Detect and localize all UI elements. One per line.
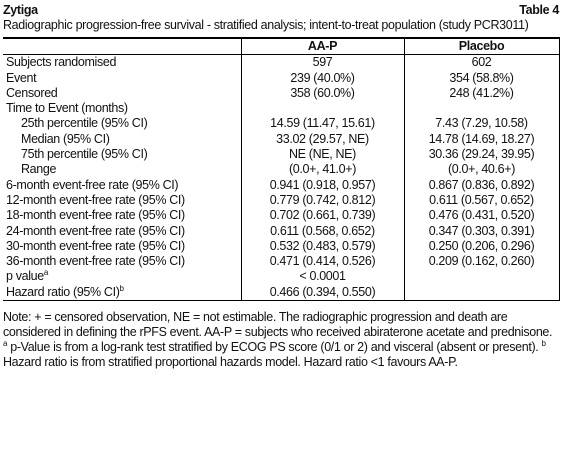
label-text: 30-month event-free rate (95% CI) bbox=[6, 238, 185, 253]
page: Zytiga Table 4 Radiographic progression-… bbox=[3, 3, 560, 370]
row-label: Median (95% CI) bbox=[3, 132, 241, 147]
cell bbox=[403, 269, 560, 285]
cell: (0.0+, 40.6+) bbox=[403, 162, 560, 178]
cell: 0.611 (0.568, 0.652) bbox=[240, 223, 404, 239]
cell: 0.476 (0.431, 0.520) bbox=[403, 208, 560, 224]
cell: 0.867 (0.836, 0.892) bbox=[403, 177, 560, 193]
row-label: 24-month event-free rate (95% CI) bbox=[3, 224, 241, 239]
label-text: 24-month event-free rate (95% CI) bbox=[6, 223, 185, 238]
footnote-mark: b bbox=[119, 283, 124, 293]
cell: 0.347 (0.303, 0.391) bbox=[403, 223, 560, 239]
row: 18-month event-free rate (95% CI) 0.702 (… bbox=[3, 208, 560, 224]
row: p valuea < 0.0001 bbox=[3, 269, 560, 285]
footnote-mark: a bbox=[3, 338, 8, 348]
notes: Note: + = censored observation, NE = not… bbox=[3, 310, 559, 370]
row-label: p valuea bbox=[3, 269, 241, 284]
title: Zytiga bbox=[3, 3, 38, 17]
column-header: AA-P bbox=[240, 37, 404, 56]
column-header: Placebo bbox=[403, 37, 560, 56]
row-label: 30-month event-free rate (95% CI) bbox=[3, 239, 241, 254]
cell: 602 bbox=[403, 54, 560, 71]
footnote-text: p-Value is from a log-rank test stratifi… bbox=[10, 340, 539, 355]
row: 6-month event-free rate (95% CI) 0.941 (0… bbox=[3, 177, 560, 193]
label-text: 75th percentile (95% CI) bbox=[21, 147, 148, 162]
caption: Radiographic progression-free survival -… bbox=[3, 18, 529, 32]
label-text: Time to Event (months) bbox=[6, 101, 128, 116]
cell: 0.702 (0.661, 0.739) bbox=[240, 208, 404, 224]
row: 12-month event-free rate (95% CI) 0.779 (… bbox=[3, 192, 560, 209]
cell: 239 (40.0%) bbox=[240, 70, 404, 86]
header: Zytiga Table 4 bbox=[3, 3, 559, 18]
label-text: Hazard ratio (95% CI) bbox=[6, 284, 120, 299]
label-text: Censored bbox=[6, 85, 58, 100]
row-label: Range bbox=[3, 162, 241, 177]
label-text: 12-month event-free rate (95% CI) bbox=[6, 192, 185, 207]
note: Note: + = censored observation, NE = not… bbox=[3, 310, 553, 340]
cell: 0.779 (0.742, 0.812) bbox=[240, 192, 404, 209]
label-text: Median (95% CI) bbox=[21, 131, 110, 146]
cell: 14.78 (14.69, 18.27) bbox=[403, 131, 560, 148]
table-label: Table 4 bbox=[519, 3, 559, 17]
label-text: Range bbox=[21, 162, 57, 177]
row-label: Censored bbox=[3, 86, 241, 101]
label-text: p value bbox=[6, 269, 44, 284]
cell: 0.471 (0.414, 0.526) bbox=[240, 254, 404, 270]
label-text: 36-month event-free rate (95% CI) bbox=[6, 254, 185, 269]
table: AA-P Placebo Subjects randomised 597 602 Ev… bbox=[3, 37, 560, 302]
row: Event 239 (40.0%) 354 (58.8%) bbox=[3, 70, 560, 86]
cell: (0.0+, 41.0+) bbox=[240, 162, 404, 178]
row: Time to Event (months) bbox=[3, 101, 560, 117]
label-text: 18-month event-free rate (95% CI) bbox=[6, 208, 185, 223]
row: 30-month event-free rate (95% CI) 0.532 (… bbox=[3, 238, 560, 255]
row: Subjects randomised 597 602 bbox=[3, 54, 560, 71]
cell: 0.611 (0.567, 0.652) bbox=[403, 192, 560, 209]
cell: 0.466 (0.394, 0.550) bbox=[240, 284, 404, 302]
row-label: Subjects randomised bbox=[3, 55, 241, 71]
cell: 0.209 (0.162, 0.260) bbox=[403, 254, 560, 270]
row-label: 75th percentile (95% CI) bbox=[3, 147, 241, 162]
cell: 30.36 (29.24, 39.95) bbox=[403, 147, 560, 163]
row: 75th percentile (95% CI) NE (NE, NE) 30.36… bbox=[3, 147, 560, 163]
row-label: 12-month event-free rate (95% CI) bbox=[3, 193, 241, 208]
label-text: 25th percentile (95% CI) bbox=[21, 116, 148, 131]
cell bbox=[240, 101, 404, 117]
cell: < 0.0001 bbox=[240, 269, 404, 285]
row: 24-month event-free rate (95% CI) 0.611 (… bbox=[3, 223, 560, 239]
row-label: Event bbox=[3, 71, 241, 86]
row: Hazard ratio (95% CI)b 0.466 (0.394, 0.55… bbox=[3, 283, 560, 302]
header-row: AA-P Placebo bbox=[3, 37, 560, 56]
footnote-mark: a bbox=[43, 268, 48, 278]
label-text: 6-month event-free rate (95% CI) bbox=[6, 177, 179, 192]
cell: 7.43 (7.29, 10.58) bbox=[403, 116, 560, 132]
footnote-mark: b bbox=[541, 338, 546, 348]
cell: 358 (60.0%) bbox=[240, 85, 404, 102]
label-text: Event bbox=[6, 70, 37, 85]
cell: 33.02 (29.57, NE) bbox=[240, 131, 404, 148]
cell: 354 (58.8%) bbox=[403, 70, 560, 86]
row-label: 6-month event-free rate (95% CI) bbox=[3, 178, 241, 193]
row: Range (0.0+, 41.0+) (0.0+, 40.6+) bbox=[3, 162, 560, 178]
row: Censored 358 (60.0%) 248 (41.2%) bbox=[3, 85, 560, 102]
header-cell bbox=[3, 37, 241, 56]
cell: 0.250 (0.206, 0.296) bbox=[403, 238, 560, 255]
cell: 0.532 (0.483, 0.579) bbox=[240, 238, 404, 255]
footnotes: a p-Value is from a log-rank test strati… bbox=[3, 338, 559, 370]
cell: 0.941 (0.918, 0.957) bbox=[240, 177, 404, 193]
row-label: 18-month event-free rate (95% CI) bbox=[3, 208, 241, 223]
row: 25th percentile (95% CI) 14.59 (11.47, 15… bbox=[3, 116, 560, 132]
row-label: 36-month event-free rate (95% CI) bbox=[3, 254, 241, 269]
row-label: Hazard ratio (95% CI)b bbox=[3, 283, 241, 302]
cell: 14.59 (11.47, 15.61) bbox=[240, 116, 404, 132]
row: Median (95% CI) 33.02 (29.57, NE) 14.78 (1… bbox=[3, 131, 560, 148]
row-label: 25th percentile (95% CI) bbox=[3, 116, 241, 131]
cell bbox=[403, 284, 560, 302]
footnote-text: Hazard ratio is from stratified proporti… bbox=[3, 355, 458, 370]
cell: 597 bbox=[240, 54, 404, 71]
row-label: Time to Event (months) bbox=[3, 101, 241, 116]
cell: NE (NE, NE) bbox=[240, 147, 404, 163]
cell: 248 (41.2%) bbox=[403, 85, 560, 102]
cell bbox=[403, 101, 560, 117]
row: 36-month event-free rate (95% CI) 0.471 (… bbox=[3, 254, 560, 270]
label-text: Subjects randomised bbox=[6, 55, 117, 70]
